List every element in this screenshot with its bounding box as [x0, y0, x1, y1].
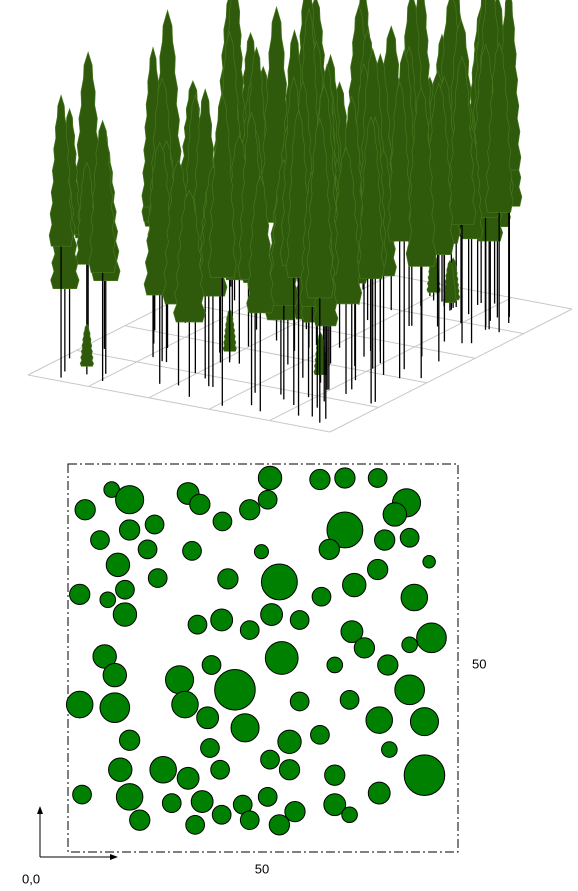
tree-crown [70, 584, 90, 604]
tree-crown [211, 760, 230, 779]
tree-crown [342, 807, 358, 823]
tree-crown [325, 765, 345, 785]
tree-crown [368, 559, 388, 579]
origin-label: 0,0 [22, 871, 40, 886]
tree-crown [218, 569, 238, 589]
tree-crown [201, 739, 220, 758]
tree-crown [172, 691, 199, 718]
tree-crown [402, 637, 418, 653]
tree-crown [343, 573, 366, 596]
tree-crown [327, 657, 343, 673]
tree-crown [202, 656, 221, 675]
tree-crown [258, 788, 277, 807]
ground-grid [330, 309, 572, 432]
tree-crown [382, 742, 398, 758]
y-label: 50 [472, 656, 486, 671]
tree-crown [279, 760, 299, 780]
tree-crown [166, 666, 194, 694]
tree-crown [378, 655, 398, 675]
tree-crown [183, 542, 202, 561]
tree-crown [423, 556, 435, 568]
tree-crown [130, 810, 150, 830]
tree-crown [145, 515, 164, 534]
tree-crown [258, 490, 277, 509]
tree-crown [340, 691, 359, 710]
tree-crown [75, 500, 95, 520]
tree-crown [310, 469, 330, 489]
tree-crown [265, 642, 298, 675]
tree-crown [368, 469, 387, 488]
tree-crown [138, 540, 157, 559]
tree-crown [417, 623, 447, 653]
figure: 0,0 50 50 [0, 0, 578, 891]
tree-crown [191, 791, 213, 813]
tree-crown [269, 815, 289, 835]
tree-crown [278, 730, 301, 753]
tree-crown [261, 564, 297, 600]
tree-crown [162, 794, 181, 813]
crown [80, 324, 93, 366]
tree-crown [368, 782, 390, 804]
ground-grid [76, 350, 378, 407]
tree-crown [231, 714, 259, 742]
tree-crown [213, 512, 232, 531]
tree-crown [261, 604, 283, 626]
tree-crown [190, 494, 210, 514]
y-arrowhead [37, 806, 43, 814]
tree-crown [119, 520, 139, 540]
tree-crown [186, 815, 205, 834]
tree-crown [106, 553, 129, 576]
tree-crown [254, 545, 268, 559]
tree-crown [215, 670, 256, 711]
tree-crown [66, 691, 93, 718]
tree-crown [311, 725, 330, 744]
stem-map [66, 466, 446, 835]
tree-crown [404, 755, 445, 796]
tree-crown [261, 750, 280, 769]
tree-crown [400, 528, 419, 547]
tree-crown [119, 730, 139, 750]
tree-crown [91, 531, 110, 550]
tree-crown [366, 707, 393, 734]
tree-crown [401, 584, 428, 611]
tree-crown [188, 615, 207, 634]
tree-crown [410, 708, 438, 736]
tree-crown [312, 587, 331, 606]
forest-3d-view [28, 0, 572, 432]
x-arrowhead [110, 854, 118, 860]
tree-crown [383, 503, 406, 526]
tree-crown [177, 767, 199, 789]
tree-crown [100, 693, 130, 723]
ground-grid [125, 326, 427, 383]
tree-crown [116, 486, 144, 514]
tree-crown [240, 811, 259, 830]
tree-crown [148, 569, 167, 588]
tree-crown [211, 609, 233, 631]
tree-crown [375, 530, 395, 550]
tree-crown [395, 675, 425, 705]
tree-crown [100, 592, 116, 608]
tree-crown [335, 468, 355, 488]
tree-crown [197, 707, 219, 729]
tree-crown [212, 805, 231, 824]
tree-crown [150, 756, 177, 783]
tree-crown [73, 785, 92, 804]
tree-crown [319, 539, 339, 559]
x-label: 50 [255, 861, 269, 876]
tree-crown [103, 663, 126, 686]
tree-crown [240, 621, 259, 640]
tree-crown [354, 638, 374, 658]
tree-crown [116, 784, 143, 811]
tree-crown [258, 466, 281, 489]
tree-crown [290, 692, 309, 711]
tree-crown [113, 603, 136, 626]
tree-crown [116, 580, 135, 599]
tree-crown [240, 500, 260, 520]
tree-crown [109, 758, 132, 781]
tree-crown [290, 611, 309, 630]
